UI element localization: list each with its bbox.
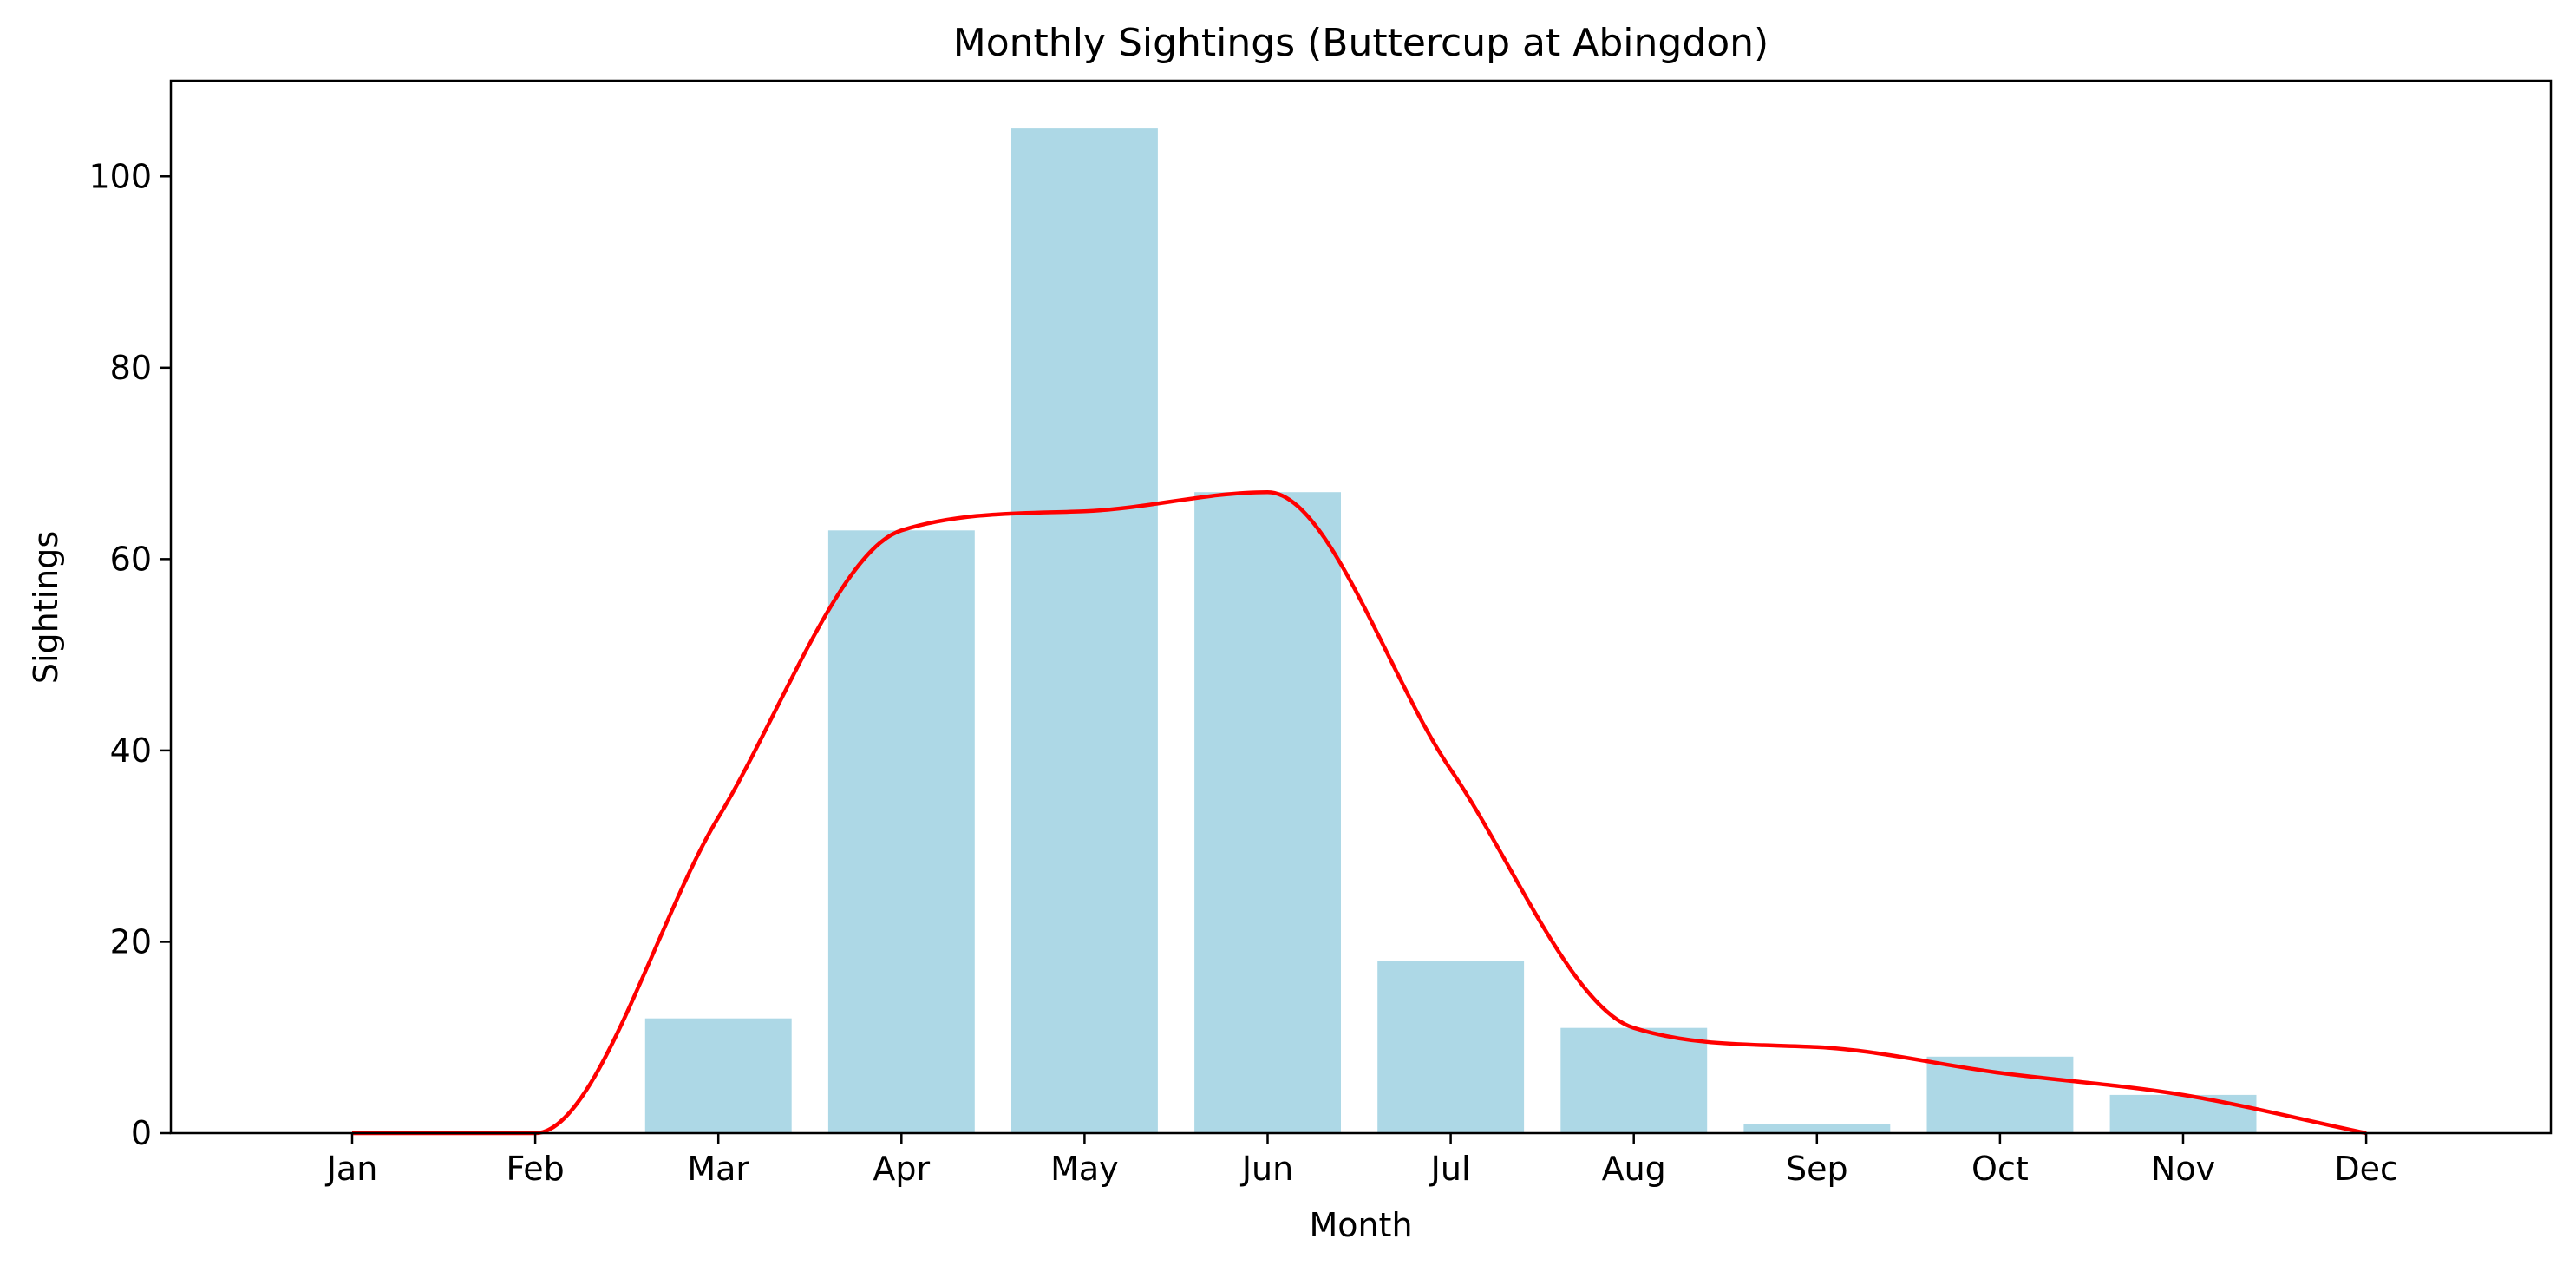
x-tick-label: Jul [1429, 1150, 1471, 1188]
bar-jul [1377, 961, 1525, 1133]
y-axis-label: Sightings [27, 531, 65, 684]
x-tick-label: Dec [2334, 1150, 2398, 1188]
x-tick-label: Feb [506, 1150, 564, 1188]
x-tick-label: Jan [325, 1150, 378, 1188]
y-tick-label: 20 [110, 922, 152, 961]
bar-may [1011, 128, 1158, 1134]
x-tick-label: Aug [1602, 1150, 1666, 1188]
x-tick-label: Oct [1971, 1150, 2029, 1188]
y-tick-label: 0 [131, 1114, 152, 1152]
bar-aug [1560, 1027, 1708, 1133]
bar-oct [1926, 1056, 2074, 1133]
bar-mar [644, 1018, 792, 1133]
trend-line [352, 489, 2367, 1136]
bar-group [644, 128, 2257, 1134]
y-tick-label: 80 [110, 349, 152, 387]
y-tick-label: 40 [110, 731, 152, 770]
x-tick-label: Apr [873, 1150, 930, 1188]
bar-sep [1743, 1124, 1891, 1133]
x-tick-label: Jun [1240, 1150, 1293, 1188]
x-tick-label: May [1050, 1150, 1119, 1188]
x-axis-label: Month [1309, 1206, 1412, 1244]
x-tick-label: Sep [1786, 1150, 1848, 1188]
bar-apr [827, 530, 975, 1133]
x-tick-label: Nov [2151, 1150, 2215, 1188]
bar-nov [2109, 1094, 2257, 1133]
plot-frame [169, 79, 2553, 1135]
x-axis: Jan Feb Mar Apr May Jun Jul Aug Sep Oct Nov Dec [325, 1133, 2398, 1188]
y-axis: 0 20 40 60 80 100 [88, 157, 171, 1152]
x-tick-label: Mar [687, 1150, 749, 1188]
bar-jun [1194, 492, 1341, 1133]
y-tick-label: 100 [88, 157, 152, 195]
y-tick-label: 60 [110, 540, 152, 578]
chart-title: Monthly Sightings (Buttercup at Abingdon… [953, 21, 1769, 65]
